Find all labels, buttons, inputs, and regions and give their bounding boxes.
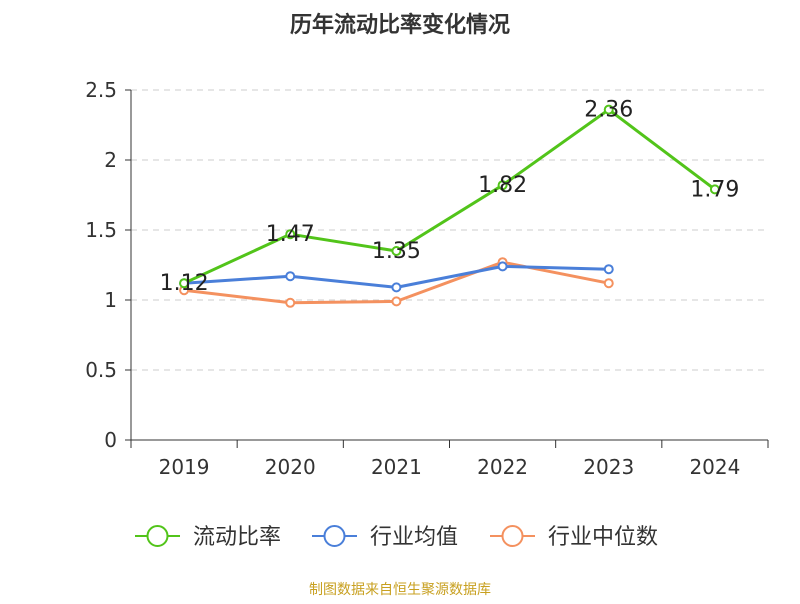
data-point (179, 278, 190, 289)
axes: 0 0.5 1 1.5 2 2.5 2019 2020 2021 2022 2023 2024 (85, 78, 769, 479)
legend-item: 行业均值 (312, 525, 458, 550)
legend-marker (501, 525, 524, 547)
data-label: 1.12 (160, 271, 209, 296)
x-tick-label: 2019 (159, 455, 210, 479)
y-tick-label: 1.5 (85, 218, 117, 242)
legend-label: 行业中位数 (548, 525, 658, 550)
data-point (709, 184, 720, 195)
legend: 流动比率 行业均值 行业中位数 (135, 525, 658, 550)
data-label: 1.82 (478, 173, 527, 198)
data-label: 2.36 (584, 98, 633, 123)
y-tick-label: 2.5 (85, 78, 117, 102)
data-label: 1.35 (372, 239, 421, 264)
grid (131, 89, 768, 371)
legend-marker (323, 525, 346, 547)
y-tick-label: 0.5 (85, 358, 117, 382)
legend-marker (146, 525, 169, 547)
data-point (391, 282, 402, 293)
x-tick-label: 2023 (583, 455, 634, 479)
x-tick-label: 2020 (265, 455, 316, 479)
chart-title: 历年流动比率变化情况 (290, 12, 510, 38)
data-point (391, 296, 402, 307)
series-layer (179, 104, 720, 308)
data-label: 1.79 (690, 177, 739, 202)
data-labels: 1.12 1.47 1.35 1.82 2.36 1.79 (160, 98, 740, 297)
data-point (391, 246, 402, 256)
data-label: 1.47 (266, 222, 315, 247)
y-tick-label: 1 (104, 288, 117, 312)
data-point (497, 261, 508, 272)
data-point (603, 264, 614, 275)
y-tick-label: 0 (104, 428, 117, 452)
x-tick-label: 2024 (689, 455, 740, 479)
series-line (183, 108, 716, 285)
series-1 (179, 261, 614, 293)
x-tick-label: 2022 (477, 455, 528, 479)
legend-label: 流动比率 (193, 525, 281, 550)
data-point (497, 180, 508, 191)
y-tick-label: 2 (104, 148, 117, 172)
series-0 (179, 104, 720, 289)
data-point (285, 297, 296, 308)
legend-item: 行业中位数 (490, 525, 658, 550)
data-point (603, 278, 614, 289)
legend-item: 流动比率 (135, 525, 281, 550)
data-point (285, 271, 296, 282)
data-point (285, 229, 296, 240)
data-point (603, 104, 614, 115)
x-tick-label: 2021 (371, 455, 422, 479)
source-note: 制图数据来自恒生聚源数据库 (309, 582, 491, 598)
legend-label: 行业均值 (370, 525, 458, 550)
